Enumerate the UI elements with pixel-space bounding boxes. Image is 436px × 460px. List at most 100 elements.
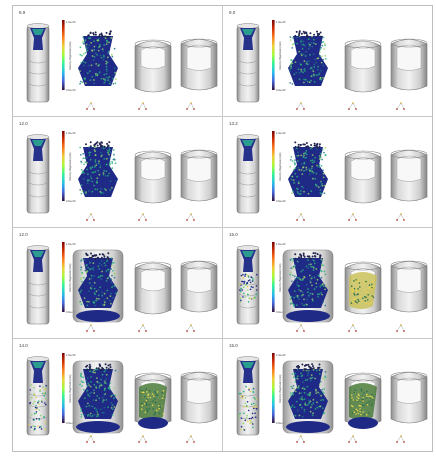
- colorbar: 1.0e+00 0.0e+00 Velocity Magnitude (m/s): [272, 20, 286, 92]
- panel-render: 1.0e+00 0.0e+00 Velocity Magnitude (m/s): [26, 242, 218, 332]
- colorbar-title: Velocity Magnitude (m/s): [68, 152, 72, 181]
- shell-model: [344, 39, 382, 93]
- column-model: [26, 134, 50, 214]
- column-model: [236, 134, 260, 214]
- panel-time-label: 13.2: [229, 121, 238, 126]
- outer-shell-model: [390, 260, 428, 313]
- panel-time-label: 9.0: [229, 10, 236, 15]
- colorbar: 1.0e+00 0.0e+00 Velocity Magnitude (m/s): [272, 242, 286, 314]
- figure-panel: 1.0e+00 0.0e+00 Velocity Magnitude (m/s) 15…: [223, 228, 432, 338]
- shell-model: [134, 150, 172, 204]
- column-model: [236, 245, 260, 325]
- orientation-axes: [348, 102, 357, 110]
- colorbar-max-label: 1.0e+00: [66, 242, 76, 246]
- column-model: [26, 356, 50, 436]
- orientation-axes: [348, 213, 357, 221]
- hopper-model: [78, 30, 118, 86]
- orientation-axes: [348, 324, 357, 332]
- colorbar-max-label: 1.0e+00: [66, 131, 76, 135]
- outer-shell-model: [180, 371, 218, 424]
- outer-shell-model: [390, 371, 428, 424]
- orientation-axes: [396, 213, 405, 221]
- colorbar-min-label: 0.0e+00: [66, 88, 76, 92]
- shell-model: [344, 372, 382, 429]
- hopper-model: [72, 360, 124, 434]
- colorbar-max-label: 1.0e+00: [276, 242, 286, 246]
- figure-panel: 1.0e+00 0.0e+00 Velocity Magnitude (m/s) 9.…: [223, 6, 432, 116]
- colorbar-min-label: 0.0e+00: [276, 199, 286, 203]
- row-divider: [13, 227, 432, 228]
- colorbar-min-label: 0.0e+00: [66, 310, 76, 314]
- hopper-model: [72, 249, 124, 323]
- colorbar-min-label: 0.0e+00: [66, 199, 76, 203]
- colorbar: 1.0e+00 0.0e+00 Velocity Magnitude (m/s): [62, 131, 76, 203]
- orientation-axes: [138, 324, 147, 332]
- panel-render: 1.0e+00 0.0e+00 Velocity Magnitude (m/s): [236, 131, 428, 221]
- orientation-axes: [296, 213, 305, 221]
- shell-model: [344, 150, 382, 204]
- orientation-axes: [86, 213, 95, 221]
- colorbar-title: Velocity Magnitude (m/s): [278, 263, 282, 292]
- panel-time-label: 8.9: [19, 10, 26, 15]
- figure-panel: 1.0e+00 0.0e+00 Velocity Magnitude (m/s) 12…: [13, 228, 222, 338]
- orientation-axes: [86, 102, 95, 110]
- outer-shell-model: [180, 38, 218, 91]
- colorbar: 1.0e+00 0.0e+00 Velocity Magnitude (m/s): [62, 242, 76, 314]
- colorbar: 1.0e+00 0.0e+00 Velocity Magnitude (m/s): [62, 353, 76, 425]
- colorbar-max-label: 1.0e+00: [66, 20, 76, 24]
- column-divider: [222, 6, 223, 451]
- orientation-axes: [138, 435, 147, 443]
- hopper-model: [78, 141, 118, 197]
- colorbar: 1.0e+00 0.0e+00 Velocity Magnitude (m/s): [62, 20, 76, 92]
- colorbar-min-label: 0.0e+00: [276, 88, 286, 92]
- orientation-axes: [138, 213, 147, 221]
- orientation-axes: [186, 213, 195, 221]
- outer-shell-model: [180, 260, 218, 313]
- colorbar-title: Velocity Magnitude (m/s): [278, 152, 282, 181]
- colorbar-min-label: 0.0e+00: [276, 310, 286, 314]
- hopper-model: [288, 141, 328, 197]
- shell-model: [134, 372, 172, 429]
- figure-panel: 1.0e+00 0.0e+00 Velocity Magnitude (m/s) 14…: [13, 339, 222, 449]
- colorbar-max-label: 1.0e+00: [276, 131, 286, 135]
- panel-render: 1.0e+00 0.0e+00 Velocity Magnitude (m/s): [26, 353, 218, 443]
- orientation-axes: [396, 435, 405, 443]
- figure-frame: 1.0e+00 0.0e+00 Velocity Magnitude (m/s) 8.…: [12, 5, 433, 452]
- orientation-axes: [186, 435, 195, 443]
- colorbar-max-label: 1.0e+00: [276, 353, 286, 357]
- orientation-axes: [296, 324, 305, 332]
- column-model: [236, 356, 260, 436]
- panel-time-label: 12.0: [19, 121, 28, 126]
- colorbar-title: Velocity Magnitude (m/s): [68, 41, 72, 70]
- hopper-model: [288, 30, 328, 86]
- shell-model: [134, 261, 172, 315]
- figure-panel: 1.0e+00 0.0e+00 Velocity Magnitude (m/s) 8.…: [13, 6, 222, 116]
- panel-render: 1.0e+00 0.0e+00 Velocity Magnitude (m/s): [236, 353, 428, 443]
- orientation-axes: [86, 435, 95, 443]
- column-model: [236, 23, 260, 103]
- colorbar-max-label: 1.0e+00: [276, 20, 286, 24]
- hopper-model: [282, 249, 334, 323]
- colorbar-max-label: 1.0e+00: [66, 353, 76, 357]
- shell-model: [134, 39, 172, 93]
- orientation-axes: [396, 102, 405, 110]
- row-divider: [13, 116, 432, 117]
- panel-time-label: 12.0: [19, 232, 28, 237]
- outer-shell-model: [390, 38, 428, 91]
- colorbar-min-label: 0.0e+00: [66, 421, 76, 425]
- shell-model: [344, 261, 382, 315]
- orientation-axes: [348, 435, 357, 443]
- orientation-axes: [186, 102, 195, 110]
- row-divider: [13, 338, 432, 339]
- panel-time-label: 15.0: [229, 343, 238, 348]
- orientation-axes: [296, 102, 305, 110]
- column-model: [26, 23, 50, 103]
- colorbar: 1.0e+00 0.0e+00 Velocity Magnitude (m/s): [272, 131, 286, 203]
- colorbar-title: Velocity Magnitude (m/s): [278, 374, 282, 403]
- panel-render: 1.0e+00 0.0e+00 Velocity Magnitude (m/s): [26, 20, 218, 110]
- orientation-axes: [186, 324, 195, 332]
- panel-render: 1.0e+00 0.0e+00 Velocity Magnitude (m/s): [26, 131, 218, 221]
- panel-render: 1.0e+00 0.0e+00 Velocity Magnitude (m/s): [236, 242, 428, 332]
- hopper-model: [282, 360, 334, 434]
- orientation-axes: [296, 435, 305, 443]
